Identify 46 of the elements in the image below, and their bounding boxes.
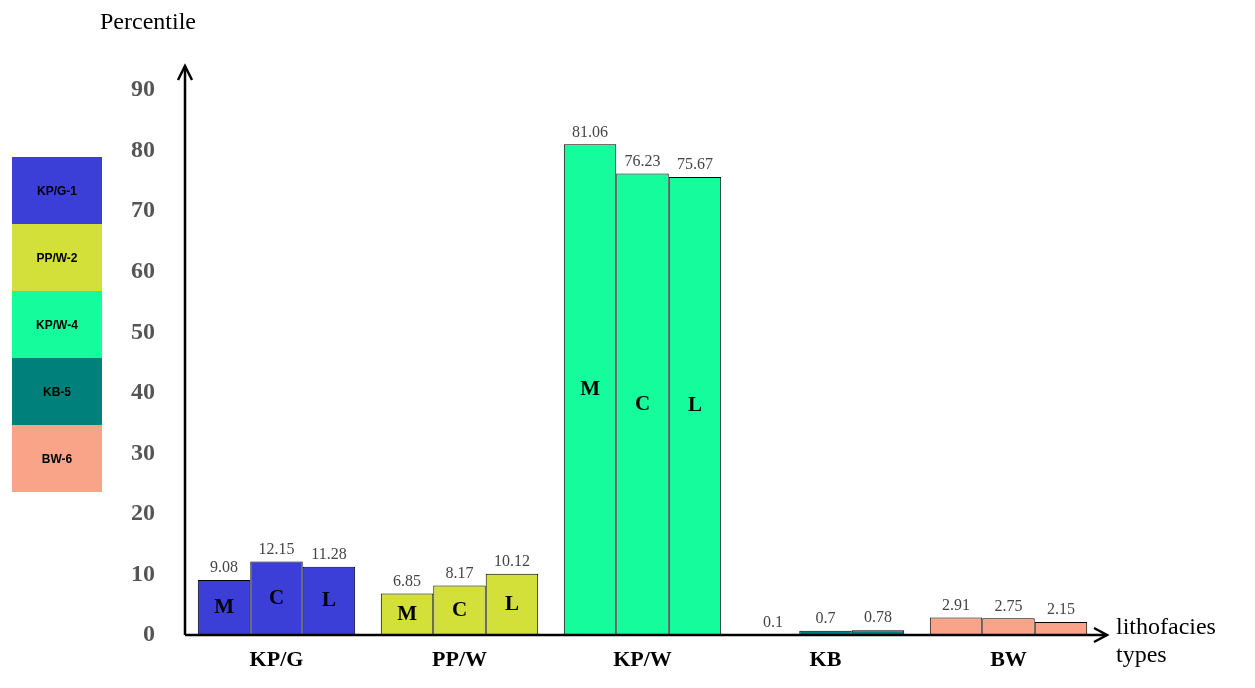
text: BW-6 <box>12 425 102 492</box>
text: M <box>214 593 234 618</box>
y-tick-label: 0 <box>143 620 155 647</box>
y-tick-label: 50 <box>131 317 155 344</box>
y-tick-label: 20 <box>131 499 155 526</box>
data-label: 0.1 <box>763 612 784 630</box>
x-tick-label: KP/W <box>613 645 672 671</box>
data-label: 12.15 <box>258 539 295 557</box>
x-tick-label: BW <box>990 645 1027 671</box>
text: C <box>634 390 651 415</box>
text: L <box>321 587 336 612</box>
data-label: 75.67 <box>676 155 713 173</box>
series-label: C <box>451 596 468 621</box>
text: L <box>687 392 702 417</box>
data-label: 76.23 <box>624 151 661 169</box>
data-label: 2.91 <box>942 595 971 613</box>
y-tick-label: 30 <box>131 438 155 465</box>
text: PP/W-2 <box>12 224 102 291</box>
data-label: 2.15 <box>1046 600 1075 618</box>
y-tick-label: 60 <box>131 257 155 284</box>
text: M <box>580 376 600 401</box>
x-tick-label: PP/W <box>432 645 487 671</box>
y-tick-label: 90 <box>131 75 155 102</box>
y-tick-label: 80 <box>131 135 155 162</box>
data-label: 9.08 <box>210 558 239 576</box>
y-tick-label: 10 <box>131 559 155 586</box>
data-label: 10.12 <box>493 551 530 569</box>
series-label: L <box>504 590 519 615</box>
data-label: 81.06 <box>572 122 609 140</box>
data-label: 6.85 <box>393 571 422 589</box>
data-label: 0.78 <box>863 608 892 626</box>
data-label: 2.75 <box>994 596 1023 614</box>
data-label: 0.7 <box>815 608 836 626</box>
x-tick-label: KP/G <box>249 645 304 671</box>
x-tick-label: KB <box>809 645 842 671</box>
y-axis-title: Percentile <box>100 8 196 35</box>
y-tick-label: 70 <box>131 196 155 223</box>
text: KP/G-1 <box>12 157 102 224</box>
data-label: 11.28 <box>311 544 347 562</box>
text: C <box>268 584 285 609</box>
text: KP/W-4 <box>12 291 102 358</box>
x-axis-title: lithofacies types <box>1116 612 1217 668</box>
text: KB-5 <box>12 358 102 425</box>
series-label: M <box>397 600 418 625</box>
y-tick-label: 40 <box>131 378 155 405</box>
data-label: 8.17 <box>445 563 474 581</box>
